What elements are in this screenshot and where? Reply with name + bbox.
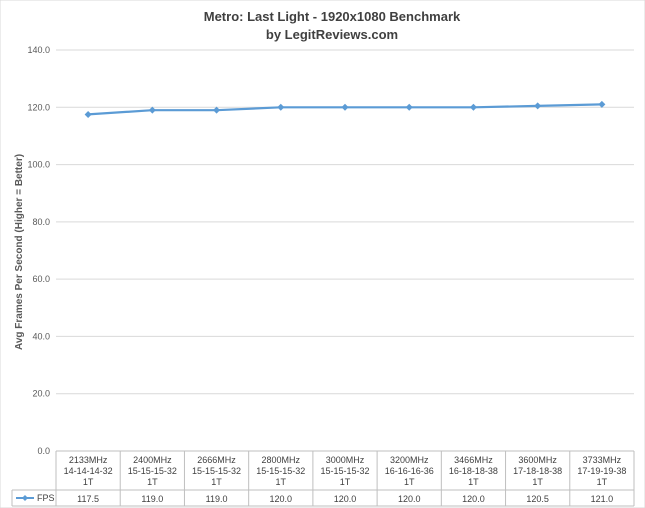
data-table-value: 117.5 [77,494,99,504]
legend-marker [22,495,28,501]
category-label-line: 1T [404,477,415,487]
y-tick-label: 40.0 [32,331,50,341]
series-fps [84,100,606,118]
y-tick-label: 80.0 [32,217,50,227]
data-table-value: 120.0 [398,494,421,504]
data-table-value: 120.0 [334,494,357,504]
y-tick-label: 100.0 [27,160,50,170]
category-label-line: 1T [468,477,479,487]
category-label-line: 3200MHz [390,455,429,465]
data-point [469,103,477,111]
chart-title: Metro: Last Light - 1920x1080 Benchmark [204,9,461,24]
category-label-line: 1T [83,477,94,487]
y-tick-label: 0.0 [37,446,50,456]
data-table-value: 121.0 [591,494,614,504]
category-label-line: 17-18-18-38 [513,466,562,476]
data-table-value: 120.0 [270,494,293,504]
data-point [534,102,542,110]
category-label-line: 2666MHz [197,455,236,465]
category-label-line: 15-15-15-32 [256,466,305,476]
category-label-line: 14-14-14-32 [64,466,113,476]
category-label-line: 16-18-18-38 [449,466,498,476]
category-label-line: 2400MHz [133,455,172,465]
category-label-line: 1T [211,477,222,487]
category-label-line: 1T [532,477,543,487]
data-point [405,103,413,111]
category-label-line: 3733MHz [583,455,622,465]
category-label-line: 1T [340,477,351,487]
data-point [213,106,221,114]
category-label-line: 3000MHz [326,455,365,465]
category-label-line: 1T [147,477,158,487]
data-table-value: 119.0 [206,494,228,504]
category-label-line: 3466MHz [454,455,493,465]
category-label-line: 16-16-16-36 [385,466,434,476]
y-axis-title: Avg Frames Per Second (Higher = Better) [14,154,25,350]
category-label-line: 3600MHz [518,455,557,465]
data-table-value: 120.5 [526,494,549,504]
y-tick-labels: 0.0 20.0 40.0 60.0 80.0 100.0 120.0 140.0 [27,45,50,456]
data-table-value: 120.0 [462,494,485,504]
category-label-line: 15-15-15-32 [128,466,177,476]
y-tick-label: 20.0 [32,389,50,399]
category-label-line: 1T [276,477,287,487]
legend-label: FPS [37,493,55,503]
data-point [341,103,349,111]
y-tick-label: 140.0 [27,45,50,55]
data-point [84,110,92,118]
category-label-line: 2800MHz [262,455,301,465]
category-label-line: 15-15-15-32 [192,466,241,476]
y-tick-label: 60.0 [32,274,50,284]
category-label-line: 15-15-15-32 [320,466,369,476]
category-label-line: 2133MHz [69,455,108,465]
data-point [277,103,285,111]
data-point [148,106,156,114]
chart-subtitle: by LegitReviews.com [266,27,398,42]
data-table: 2133MHz14-14-14-321T2400MHz15-15-15-321T… [11,450,635,507]
category-label-line: 1T [597,477,608,487]
data-table-value: 119.0 [141,494,163,504]
data-point [598,100,606,108]
y-tick-label: 120.0 [27,102,50,112]
category-label-line: 17-19-19-38 [577,466,626,476]
